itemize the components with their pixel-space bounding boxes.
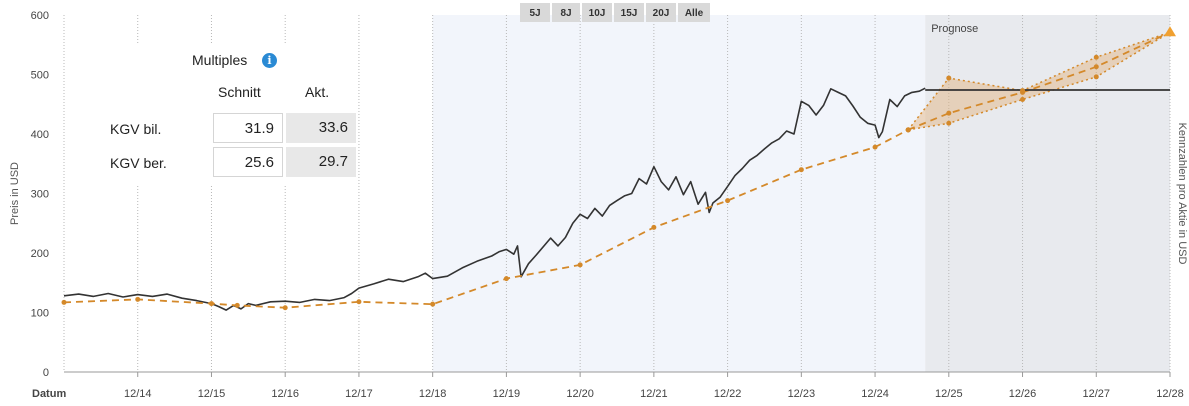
forecast-target-marker <box>1164 26 1176 37</box>
data-point-marker <box>503 276 509 282</box>
data-point-marker <box>1093 64 1099 70</box>
y-tick-label: 300 <box>31 189 49 201</box>
data-point-marker <box>135 296 141 302</box>
x-tick-label: 12/25 <box>935 388 963 400</box>
y-tick-label: 100 <box>31 308 49 320</box>
vertical-gridlines <box>63 15 1171 377</box>
x-axis-ticks: 12/14 12/15 12/16 12/17 12/18 12/19 12/20 12/21… <box>124 388 1184 400</box>
row-label-kgv-bil: KGV bil. <box>110 121 162 137</box>
info-icon[interactable]: i <box>262 53 277 68</box>
x-tick-label: 12/15 <box>198 388 226 400</box>
data-point-marker <box>61 299 67 305</box>
x-tick-label: 12/26 <box>1009 388 1037 400</box>
data-point-marker <box>430 301 436 307</box>
data-point-marker <box>1093 74 1099 80</box>
data-point-marker <box>651 224 657 230</box>
range-button-bg <box>520 3 550 22</box>
forecast-label: Prognose <box>931 23 978 35</box>
kgv-bil-avg-value: 31.9 <box>213 113 283 143</box>
x-tick-label: 12/24 <box>861 388 889 400</box>
x-tick-label: 12/20 <box>566 388 594 400</box>
range-button-8j[interactable]: 8J <box>552 3 580 22</box>
x-tick-label: 12/21 <box>640 388 668 400</box>
range-button-label: 8J <box>560 8 571 19</box>
data-point-marker <box>798 167 804 173</box>
x-tick-label: 12/18 <box>419 388 447 400</box>
y-axis-title: Preis in USD <box>9 162 21 225</box>
x-tick-label: 12/27 <box>1083 388 1111 400</box>
x-tick-label: 12/14 <box>124 388 152 400</box>
range-button-alle[interactable]: Alle <box>678 3 710 22</box>
x-tick-label: 12/17 <box>345 388 373 400</box>
data-point-marker <box>577 262 583 268</box>
data-point-marker <box>905 127 911 133</box>
y-tick-label: 0 <box>43 367 49 379</box>
multiples-title: Multiples <box>192 52 248 68</box>
range-button-label: Alle <box>685 8 704 19</box>
forecast-band <box>908 32 1170 130</box>
range-button-label: 10J <box>589 8 606 19</box>
x-tick-label: 12/23 <box>788 388 816 400</box>
y-tick-label: 600 <box>31 10 49 22</box>
column-header-current: Akt. <box>305 84 330 100</box>
data-point-marker <box>282 305 288 311</box>
y-axis-ticks: 0 100 200 300 400 500 600 <box>31 10 49 379</box>
range-button-20j[interactable]: 20J <box>646 3 676 22</box>
range-button-label: 5J <box>529 8 540 19</box>
data-point-marker <box>1020 89 1026 95</box>
series-line-1 <box>63 87 926 311</box>
series-line-2 <box>63 129 909 309</box>
forecast-band-area <box>908 32 1170 130</box>
history-shaded-region <box>432 15 926 372</box>
range-button-bg <box>552 3 580 22</box>
y-tick-label: 400 <box>31 129 49 141</box>
x-axis-title: Datum <box>32 388 66 400</box>
range-button-bg <box>646 3 676 22</box>
column-header-avg: Schnitt <box>218 84 261 100</box>
kgv-bil-current-value: 33.6 <box>286 113 356 143</box>
data-point-marker <box>946 75 952 81</box>
data-point-marker <box>872 144 878 150</box>
row-label-kgv-ber: KGV ber. <box>110 155 167 171</box>
range-button-5j[interactable]: 5J <box>520 3 550 22</box>
series-markers <box>61 26 1176 311</box>
data-point-marker <box>234 302 240 308</box>
x-tick-label: 12/22 <box>714 388 742 400</box>
range-button-15j[interactable]: 15J <box>614 3 644 22</box>
kgv-ber-current-value: 29.7 <box>286 147 356 177</box>
data-point-marker <box>946 120 952 126</box>
y-tick-label: 200 <box>31 248 49 260</box>
range-buttons[interactable]: 5J 8J 10J 15J 20J Alle <box>520 3 710 22</box>
range-button-label: 20J <box>653 8 670 19</box>
range-button-10j[interactable]: 10J <box>582 3 612 22</box>
y2-axis-title: Kennzahlen pro Aktie in USD <box>1176 123 1188 265</box>
range-button-bg <box>678 3 710 22</box>
kgv-ber-avg-value: 25.6 <box>213 147 283 177</box>
range-button-bg <box>614 3 644 22</box>
range-button-bg <box>582 3 612 22</box>
data-point-marker <box>1020 96 1026 102</box>
multiples-panel: Multiples i Schnitt Akt. KGV bil. 31.9 3… <box>100 45 356 185</box>
range-button-label: 15J <box>621 8 638 19</box>
x-tick-label: 12/28 <box>1156 388 1184 400</box>
y-tick-label: 500 <box>31 70 49 82</box>
x-tick-label: 12/16 <box>271 388 299 400</box>
data-point-marker <box>356 299 362 305</box>
data-point-marker <box>725 198 731 204</box>
data-point-marker <box>946 110 952 116</box>
data-point-marker <box>1093 54 1099 60</box>
forecast-shaded-region <box>925 15 1170 372</box>
data-point-marker <box>208 301 214 307</box>
x-tick-label: 12/19 <box>493 388 521 400</box>
